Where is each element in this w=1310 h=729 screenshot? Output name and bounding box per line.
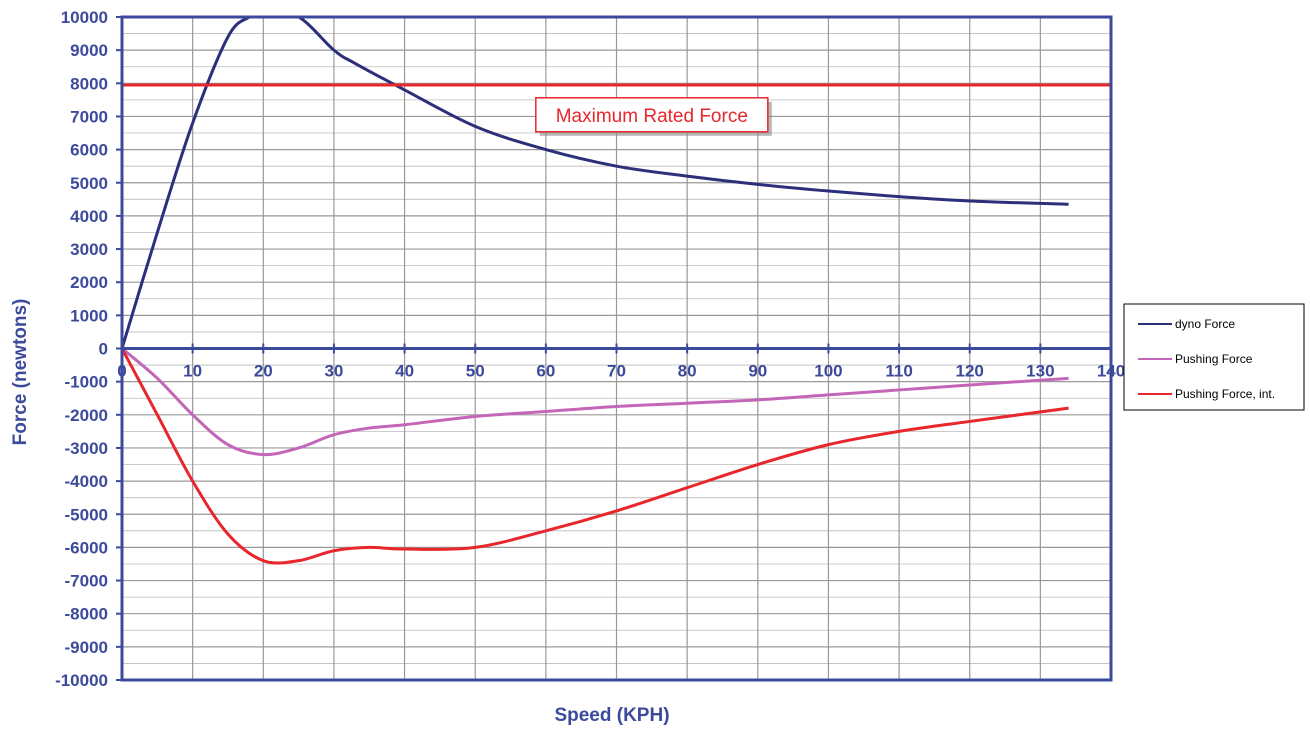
legend-box [1123,303,1305,411]
x-tick-label: 120 [956,362,984,381]
series-pushing-force-int [122,347,1069,565]
y-tick-label: 7000 [70,107,108,126]
y-tick-labels: 1000090008000700060005000400030002000100… [55,8,108,690]
y-tick-label: -10000 [55,671,108,690]
legend-items: dyno Force Pushing Force Pushing Force, in… [1138,317,1275,401]
x-tick-label: 50 [466,362,485,381]
y-axis-title: Force (newtons) [10,299,31,446]
legend: dyno Force Pushing Force Pushing Force, in… [1123,303,1305,411]
x-tick-label: 90 [748,362,767,381]
annotation-box [535,97,769,133]
legend-label: Pushing Force [1175,352,1253,366]
y-tick-label: 1000 [70,306,108,325]
annotation-label: Maximum Rated Force [556,106,748,127]
y-tick-label: 5000 [70,174,108,193]
y-tick-label: 3000 [70,240,108,259]
y-tick-label: -2000 [65,406,108,425]
x-tick-label: 60 [536,362,555,381]
grid-lines [121,16,1112,681]
x-tick-label: 40 [395,362,414,381]
x-tick-labels: 0 10 20 30 40 50 60 70 80 90 100 110 120 130 140 [117,362,1125,381]
y-tick-label: 6000 [70,141,108,160]
x-tick-label: 140 [1097,362,1125,381]
y-tick-label: 2000 [70,273,108,292]
x-tick-label: 110 [885,362,912,381]
y-tick-label: -5000 [65,505,108,524]
y-tick-label: -7000 [65,572,108,591]
y-tick-label: -9000 [65,638,108,657]
x-axis-title: Speed (KPH) [554,705,669,726]
x-tick-label: 20 [254,362,273,381]
y-tick-label: 0 [99,340,108,359]
y-tick-label: 9000 [70,41,108,60]
y-tick-label: -1000 [65,373,108,392]
y-tick-label: -6000 [65,538,108,557]
series-lines [122,17,1111,565]
axes [116,15,1113,682]
series-dyno-force [122,17,1069,349]
y-tick-label: 10000 [61,8,108,27]
annotation-group: Maximum Rated Force [535,97,772,136]
x-tick-label: 10 [183,362,202,381]
legend-label: Pushing Force, int. [1175,387,1275,401]
x-tick-label: 80 [678,362,697,381]
x-tick-label: 100 [814,362,842,381]
y-tick-label: -3000 [65,439,108,458]
x-tick-label: 130 [1026,362,1054,381]
y-tick-label: -8000 [65,605,108,624]
x-tick-label: 70 [607,362,626,381]
y-tick-label: -4000 [65,472,108,491]
x-tick-label: 0 [117,362,126,381]
x-tick-label: 30 [324,362,343,381]
series-pushing-force [122,347,1069,457]
legend-label: dyno Force [1175,317,1235,331]
y-tick-label: 4000 [70,207,108,226]
y-tick-label: 8000 [70,74,108,93]
